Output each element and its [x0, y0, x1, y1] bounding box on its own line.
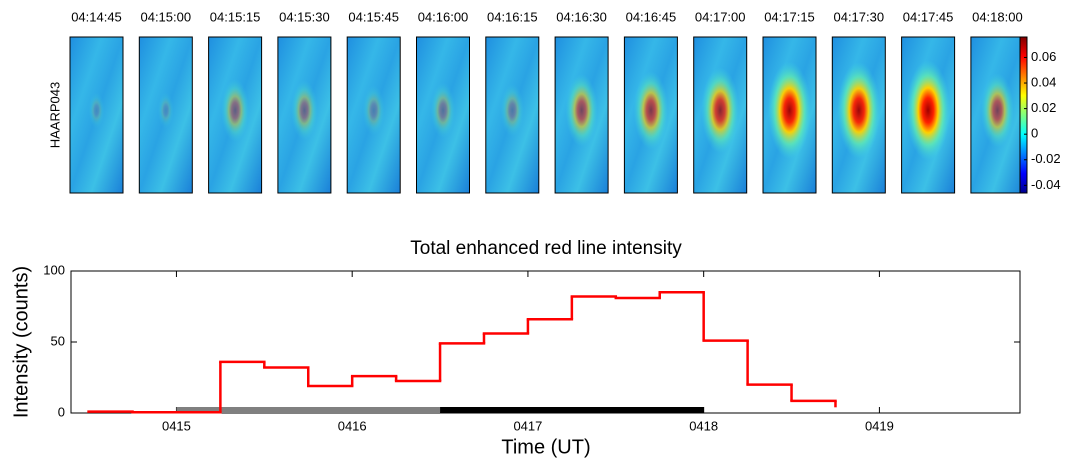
panel-title: 04:15:00 [140, 9, 191, 24]
colorbar-tick-label: 0.06 [1031, 49, 1056, 64]
time-bar [440, 407, 704, 413]
colorbar-tick-label: -0.02 [1031, 151, 1061, 166]
x-tick-label: 0418 [689, 418, 718, 433]
panel-title: 04:14:45 [71, 9, 122, 24]
panel-title: 04:16:30 [556, 9, 607, 24]
image-blob [88, 92, 105, 129]
y-tick-label: 0 [58, 404, 65, 419]
x-tick-label: 0416 [338, 418, 367, 433]
y-tick-label: 50 [51, 333, 65, 348]
image-blob [157, 92, 174, 129]
x-tick-label: 0419 [865, 418, 894, 433]
panel-title: 04:18:00 [972, 9, 1023, 24]
colorbar-tick-label: -0.04 [1031, 177, 1061, 192]
image-blob [221, 78, 250, 142]
image-blob [291, 80, 318, 141]
panel-ylabel: HAARP043 [47, 82, 62, 148]
image-blob [767, 61, 812, 160]
y-tick-label: 100 [43, 262, 65, 277]
chart-title: Total enhanced red line intensity [410, 238, 682, 259]
image-blob [565, 73, 598, 147]
image-blob [430, 82, 456, 139]
plot-frame [70, 270, 1021, 414]
image-blob [981, 73, 1014, 148]
image-blob [633, 71, 669, 150]
image-blob [362, 85, 385, 136]
image-panel [554, 36, 609, 194]
panel-title: 04:16:15 [487, 9, 538, 24]
panel-title: 04:17:15 [764, 9, 815, 24]
panel-title: 04:15:45 [348, 9, 399, 24]
colorbar-tick-label: 0 [1031, 126, 1038, 141]
panel-title: 04:17:30 [833, 9, 884, 24]
image-blob [701, 67, 740, 154]
panel-title: 04:16:45 [626, 9, 677, 24]
panel-title: 04:16:00 [418, 9, 469, 24]
x-tick-label: 0417 [513, 418, 542, 433]
panel-title: 04:15:15 [210, 9, 261, 24]
x-tick-label: 0415 [162, 418, 191, 433]
colorbar-tick-label: 0.02 [1031, 100, 1056, 115]
image-panel [970, 36, 1025, 194]
colorbar-tick-label: 0.04 [1031, 74, 1056, 89]
y-axis-label: Intensity (counts) [10, 266, 32, 418]
colorbar [1019, 36, 1028, 194]
image-blob [906, 60, 951, 161]
image-blob [500, 83, 525, 137]
time-bar [176, 407, 441, 413]
panel-title: 04:17:45 [903, 9, 954, 24]
panel-title: 04:15:30 [279, 9, 330, 24]
x-axis-label: Time (UT) [501, 436, 590, 458]
image-blob [837, 61, 881, 159]
panel-title: 04:17:00 [695, 9, 746, 24]
